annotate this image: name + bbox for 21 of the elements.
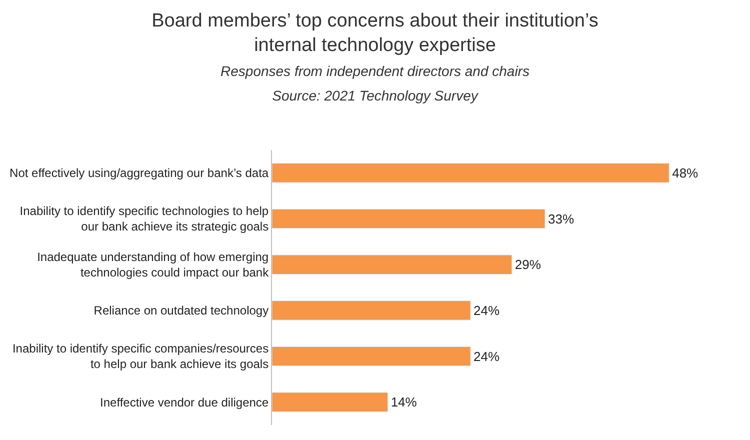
data-label: 24% [474,348,500,364]
data-label: 24% [474,302,500,318]
y-tick-label: Reliance on outdated technology [94,304,269,318]
data-label: 33% [548,211,574,226]
y-tick-label: Not effectively using/aggregating our bank’s data [10,166,269,180]
bar [272,300,471,320]
bar [272,163,670,183]
data-label: 48% [672,165,699,180]
data-label: 14% [390,394,418,410]
y-tick-label: Inability to identify specific companies/resources to help our bank achieve its goals [12,342,269,372]
y-tick-label: Inadequate understanding of how emerging technologies could impact our bank [37,250,270,280]
bar [272,392,388,412]
chart-title: Board members’ top concerns about their institution’s internal technology expertise [152,10,598,56]
source-note: Source: 2021 Technology Survey [272,88,479,104]
y-tick-label: Ineffective vendor due diligence [100,395,269,410]
data-label: 29% [514,257,542,272]
bar [272,346,471,366]
y-tick-label: Inability to identify specific technologies to help our bank achieve its strategic goals [20,204,269,234]
bar [272,254,512,274]
bar [272,208,546,229]
chart-subtitle: Responses from independent directors and chairs [220,62,530,79]
